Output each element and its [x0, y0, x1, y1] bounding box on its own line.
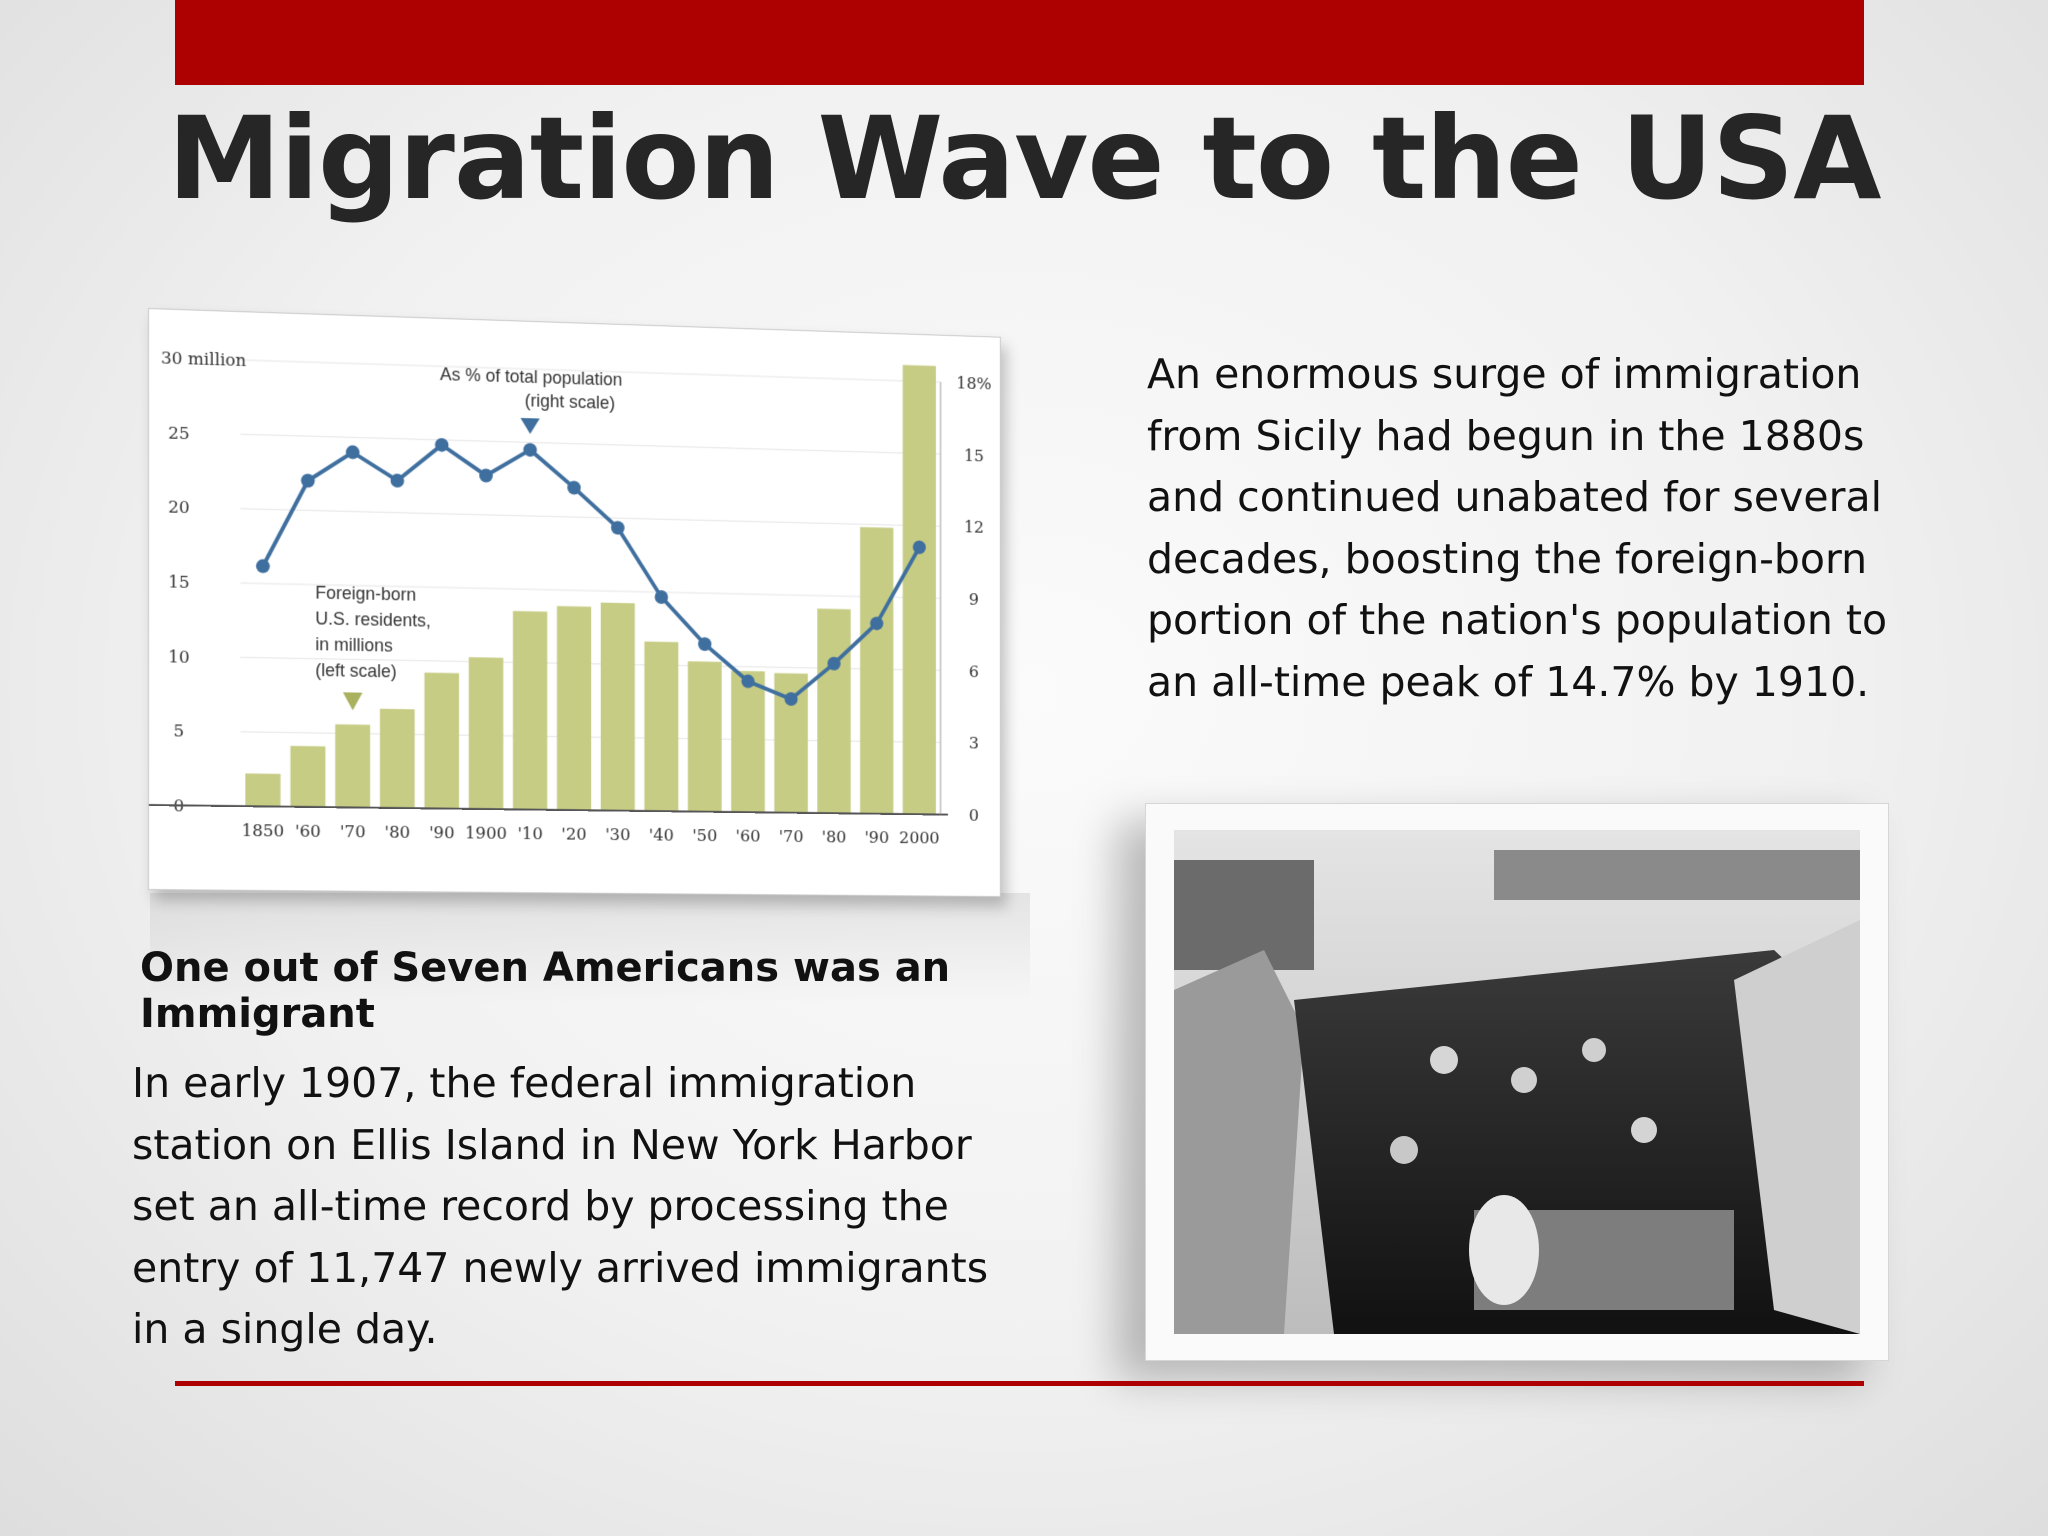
bar: [644, 641, 679, 812]
photo-face: [1631, 1117, 1657, 1143]
gridline: [240, 434, 940, 454]
line-annotation-label: As % of total population: [440, 364, 622, 389]
left-axis-tick-label: 15: [168, 572, 190, 592]
x-axis-tick-label: '60: [295, 822, 321, 842]
photo-gangway-wall: [1734, 920, 1860, 1334]
right-axis-tick-label: 6: [969, 662, 979, 681]
chart-reflection: [150, 893, 1030, 1003]
line-point: [434, 437, 449, 452]
x-axis-tick-label: '20: [561, 825, 586, 845]
right-axis-tick-label: 3: [969, 734, 979, 753]
bottom-accent-rule: [175, 1381, 1864, 1386]
bar: [379, 708, 415, 809]
x-axis-tick-label: '90: [429, 823, 455, 843]
bar: [902, 364, 936, 815]
photo-frame: [1145, 803, 1889, 1361]
ellis-island-photo: [1174, 830, 1860, 1334]
line-annotation-label: (right scale): [525, 391, 615, 413]
x-axis-tick-label: 2000: [899, 829, 939, 849]
bar: [468, 657, 504, 810]
line-point: [479, 468, 493, 483]
x-axis-tick-label: 1900: [465, 824, 507, 844]
bar-annotation-label: Foreign-born: [315, 583, 416, 605]
bar: [512, 610, 548, 810]
line-point: [256, 559, 270, 574]
photo-railing: [1174, 950, 1304, 1334]
line-point: [698, 637, 712, 652]
x-axis-tick-label: '40: [649, 826, 674, 846]
x-axis-tick-label: '10: [517, 824, 542, 844]
left-axis-tick-label: 25: [168, 423, 190, 444]
slide-title: Migration Wave to the USA: [167, 92, 1882, 225]
bar: [774, 673, 808, 813]
line-point: [611, 520, 625, 535]
bar: [556, 606, 592, 811]
x-axis-tick-label: '50: [692, 826, 717, 846]
photo-face: [1511, 1067, 1537, 1093]
bar: [424, 672, 460, 809]
right-axis-tick-label: 15: [964, 446, 984, 466]
x-axis-tick-label: 1850: [242, 821, 285, 841]
chart-frame: 30 million 25 20 15 10 5 0 18% 15 12 9 6 3 0 1850 '60 '7…: [148, 308, 1001, 898]
line-point: [523, 442, 537, 457]
photo-face: [1582, 1038, 1606, 1062]
caption-heading: One out of Seven Americans was an Immigr…: [140, 945, 951, 1037]
bar-annotation-label: in millions: [315, 634, 392, 655]
bar: [245, 773, 281, 807]
bar: [860, 527, 894, 814]
top-accent-bar: [175, 0, 1864, 85]
immigration-chart: 30 million 25 20 15 10 5 0 18% 15 12 9 6 3 0 1850 '60 '7…: [149, 348, 991, 849]
line-point: [390, 473, 405, 488]
left-axis-tick-label: 20: [168, 498, 190, 519]
photo-figure-scarf: [1469, 1195, 1539, 1305]
x-axis-tick-label: '70: [340, 822, 366, 842]
right-paragraph: An enormous surge of immigration from Si…: [1147, 350, 1888, 706]
left-axis-tick-label: 5: [174, 722, 185, 742]
bar-annotation-label: (left scale): [315, 660, 396, 681]
line-annotation-arrow: [520, 417, 540, 435]
photo-roof: [1494, 850, 1860, 900]
photo-building: [1174, 860, 1314, 970]
bar: [290, 745, 326, 808]
photo-face: [1430, 1046, 1458, 1074]
bar-annotation-label: U.S. residents,: [315, 608, 430, 630]
bar: [731, 670, 765, 813]
left-axis-tick-label: 0: [174, 796, 185, 816]
x-axis-tick-label: '80: [384, 823, 410, 843]
gridline: [240, 509, 940, 527]
right-axis-tick-label: 9: [969, 590, 979, 610]
line-point: [301, 473, 315, 488]
photo-face: [1390, 1136, 1418, 1164]
bar: [600, 602, 635, 811]
x-axis-tick-label: '70: [779, 827, 804, 847]
x-axis-tick-label: '60: [736, 827, 761, 847]
right-axis-tick-label: 12: [964, 518, 984, 538]
bar: [335, 724, 371, 808]
x-axis-tick-label: '90: [864, 828, 889, 848]
bar-annotation-arrow: [342, 692, 363, 711]
x-axis-tick-label: '30: [605, 825, 630, 845]
bar: [817, 608, 851, 814]
right-axis-tick-label: 18%: [956, 374, 991, 394]
left-paragraph: In early 1907, the federal immigration s…: [132, 1059, 989, 1353]
left-axis-top-label: 30 million: [161, 348, 246, 371]
right-axis-tick-label: 0: [969, 806, 979, 825]
bar: [687, 661, 722, 812]
line-point: [567, 480, 581, 495]
x-axis-tick-label: '80: [822, 828, 847, 848]
line-point: [345, 445, 360, 460]
left-axis-tick-label: 10: [168, 647, 190, 667]
